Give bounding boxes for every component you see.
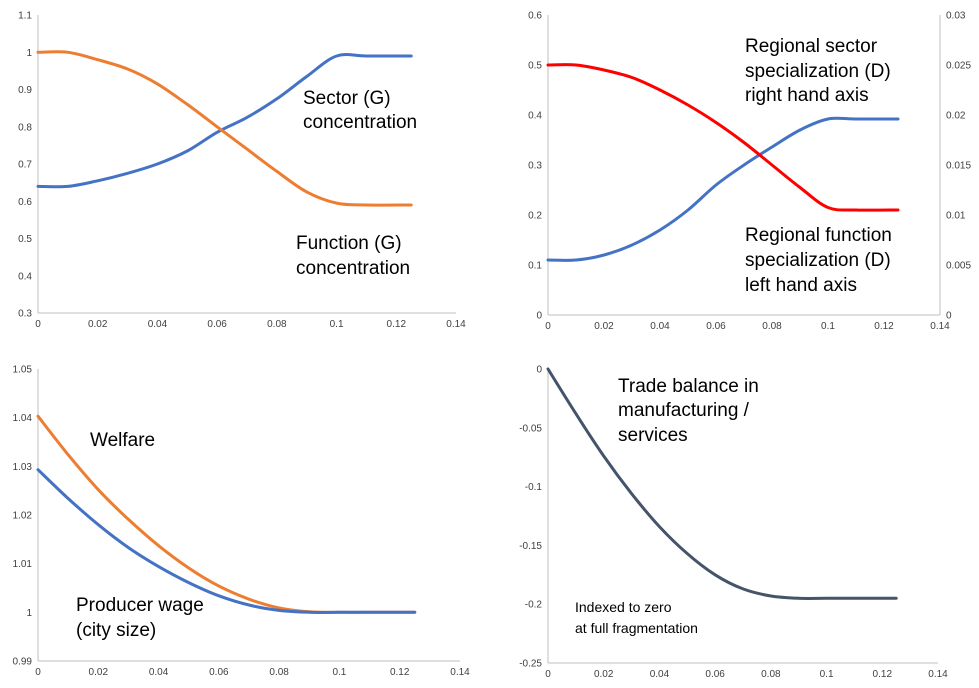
y-tick-label: 0.3: [18, 309, 32, 320]
x-tick-label: 0.1: [330, 319, 344, 330]
annotation-sector-g-line1: Sector (G): [303, 88, 391, 109]
series-line-1: [36, 468, 417, 614]
y-tick-label: 0.99: [13, 657, 33, 668]
series-line-0: [546, 367, 898, 600]
annotation-function-g-line2: concentration: [296, 258, 410, 279]
y2-tick-label: 0.02: [946, 111, 966, 122]
y-tick-label: 0.9: [18, 85, 32, 96]
x-tick-label: 0.14: [928, 669, 948, 680]
x-tick-label: 0.06: [207, 319, 227, 330]
annotation-sector-spec-line3: right hand axis: [745, 85, 869, 106]
y-tick-label: 0.4: [528, 111, 542, 122]
x-tick-label: 0.12: [387, 319, 407, 330]
x-tick-label: 0.1: [820, 669, 834, 680]
annotation-sector-spec-line1: Regional sector: [745, 36, 878, 57]
x-tick-label: 0: [35, 319, 41, 330]
x-tick-label: 0.14: [446, 319, 466, 330]
y-tick-label: 0.8: [18, 122, 32, 133]
y2-tick-label: 0.005: [946, 261, 971, 272]
y-tick-label: 0.3: [528, 161, 542, 172]
annotation-welfare: Welfare: [90, 430, 155, 451]
annotation-function-g-line1: Function (G): [296, 233, 402, 254]
y-tick-label: 0: [536, 311, 542, 322]
y2-tick-label: 0.01: [946, 211, 966, 222]
x-tick-label: 0: [545, 321, 551, 332]
x-tick-label: 0.08: [267, 319, 287, 330]
annotation-function-spec-line1: Regional function: [745, 225, 892, 246]
annotation-sector-g-line2: concentration: [303, 112, 417, 133]
panel-sector-function-concentration: 0.3 0.4 0.5 0.6 0.7 0.8 0.9 1 1.1 0 0.02 0.04 0.06 0…: [18, 11, 466, 331]
x-tick-label: 0.02: [88, 319, 108, 330]
y-tick-label: -0.15: [519, 541, 542, 552]
x-tick-label: 0.12: [873, 669, 893, 680]
annotation-trade-balance-line1: Trade balance in: [618, 376, 759, 397]
annotation-function-spec-line2: specialization (D): [745, 250, 891, 271]
y2-tick-label: 0.015: [946, 161, 971, 172]
x-tick-label: 0.06: [706, 321, 726, 332]
y-tick-label: 0.7: [18, 160, 32, 171]
series-line-0: [36, 53, 413, 189]
series-line-0: [546, 116, 900, 262]
annotation-trade-balance-line3: services: [618, 425, 688, 446]
x-tick-label: 0.06: [705, 669, 725, 680]
y-tick-label: 1.1: [18, 11, 32, 22]
x-tick-label: 0: [35, 667, 41, 678]
x-tick-label: 0.04: [148, 319, 168, 330]
y-tick-label: 1.01: [13, 559, 33, 570]
x-tick-label: 0.14: [450, 667, 470, 678]
y-tick-label: 0.6: [528, 11, 542, 22]
y-tick-label: 0.4: [18, 271, 32, 282]
y-tick-label: 0.5: [18, 234, 32, 245]
x-tick-label: 0.06: [209, 667, 229, 678]
y-tick-label: 1: [26, 608, 32, 619]
y-tick-label: -0.05: [519, 423, 542, 434]
y-tick-label: 0.2: [528, 211, 542, 222]
series-line-1: [546, 63, 900, 212]
x-tick-label: 0.12: [390, 667, 410, 678]
x-tick-label: 0.12: [874, 321, 894, 332]
x-tick-label: 0.02: [89, 667, 109, 678]
y-tick-label: 1.03: [13, 462, 33, 473]
annotation-producer-wage-line2: (city size): [76, 620, 156, 641]
y-tick-label: 1.04: [13, 413, 33, 424]
x-tick-label: 0.08: [269, 667, 289, 678]
panel-trade-balance: -0.25 -0.2 -0.15 -0.1 -0.05 0 0 0.02 0.04 0.06 0.…: [519, 365, 948, 681]
x-tick-label: 0.08: [761, 669, 781, 680]
x-tick-label: 0.04: [650, 669, 670, 680]
y2-tick-label: 0: [946, 311, 952, 322]
annotation-producer-wage-line1: Producer wage: [76, 595, 204, 616]
x-tick-label: 0: [545, 669, 551, 680]
annotation-trade-balance-line2: manufacturing /: [618, 400, 750, 421]
x-tick-label: 0.04: [149, 667, 169, 678]
y-tick-label: -0.1: [525, 482, 543, 493]
x-tick-label: 0.04: [650, 321, 670, 332]
series-line-1: [36, 50, 413, 207]
y-tick-label: 1: [26, 48, 32, 59]
y-tick-label: -0.25: [519, 659, 542, 670]
x-tick-label: 0.02: [594, 321, 614, 332]
x-tick-label: 0.08: [762, 321, 782, 332]
y-tick-label: 1.02: [13, 511, 33, 522]
annotation-function-spec-line3: left hand axis: [745, 275, 857, 296]
annotation-sector-spec-line2: specialization (D): [745, 61, 891, 82]
x-tick-label: 0.1: [332, 667, 346, 678]
y-tick-label: 0.6: [18, 197, 32, 208]
y2-tick-label: 0.03: [946, 11, 966, 22]
y-tick-label: 0: [536, 365, 542, 376]
x-tick-label: 0.1: [821, 321, 835, 332]
y-tick-label: 0.5: [528, 61, 542, 72]
x-tick-label: 0.14: [930, 321, 950, 332]
y2-tick-label: 0.025: [946, 61, 971, 72]
y-tick-label: -0.2: [525, 600, 543, 611]
panel-welfare-producer-wage: 0.99 1 1.01 1.02 1.03 1.04 1.05 0 0.02 0.04 0.06 0…: [13, 365, 471, 679]
panel-regional-specialization: 0 0.1 0.2 0.3 0.4 0.5 0.6 0 0.005 0.01 0.015 0.02 0…: [528, 11, 971, 333]
annotation-indexed-line2: at full fragmentation: [575, 620, 698, 636]
x-tick-label: 0.02: [594, 669, 614, 680]
y-tick-label: 0.1: [528, 261, 542, 272]
y-tick-label: 1.05: [13, 365, 33, 376]
annotation-indexed-line1: Indexed to zero: [575, 599, 672, 615]
